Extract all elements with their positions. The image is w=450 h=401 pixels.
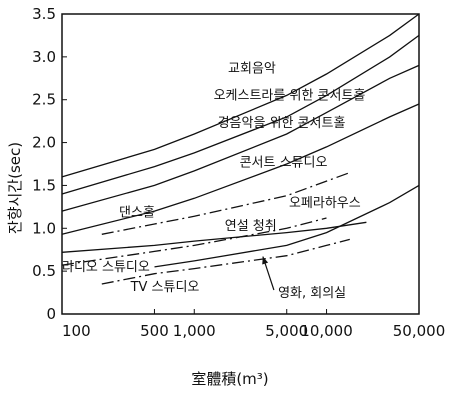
y-tick-label-0: 0: [46, 305, 56, 323]
curve-label-TV-스튜디오: TV 스튜디오: [130, 280, 200, 295]
series-line-TV-스튜디오: [101, 238, 350, 285]
y-axis-ticks: 0 0.5 1.0 1.5 2.0 2.5 3.0 3.5: [32, 5, 67, 323]
x-tick-label-10000: 10,000: [300, 322, 353, 340]
y-tick-label-3.0: 3.0: [32, 48, 56, 66]
curve-label-오페라하우스: 오페라하우스: [289, 196, 361, 211]
curve-label-영화,-회의실: 영화, 회의실: [278, 286, 346, 301]
arrow-head: [262, 256, 269, 265]
series-line-오페라하우스: [154, 184, 420, 268]
x-tick-label-50000: 50,000: [393, 322, 446, 340]
y-axis-title: 잔향시간(sec): [6, 142, 24, 234]
y-tick-label-2.5: 2.5: [32, 91, 56, 109]
x-axis-title: 室體積(m³): [191, 370, 268, 388]
series-line-콘서트-스튜디오: [61, 103, 420, 235]
y-tick-label-1.5: 1.5: [32, 176, 56, 194]
y-tick-label-2.0: 2.0: [32, 134, 56, 152]
x-tick-label-500: 500: [140, 322, 169, 340]
series-line-교회음악: [61, 13, 420, 178]
pointer-arrow: [262, 256, 275, 291]
curve-label-라디오-스튜디오: 라디오 스튜디오: [62, 260, 150, 275]
curve-label-교회음악: 교회음악: [228, 61, 276, 76]
x-tick-label-5000: 5,000: [265, 322, 308, 340]
curve-label-콘서트-스튜디오: 콘서트 스튜디오: [240, 156, 328, 171]
x-tick-label-100: 100: [62, 322, 91, 340]
series-line-댄스홀: [101, 171, 351, 235]
series-line-경음악을-위한-콘서트홀: [61, 64, 420, 212]
curve-label-경음악을-위한-콘서트홀: 경음악을 위한 콘서트홀: [218, 116, 346, 131]
y-tick-label-3.5: 3.5: [32, 5, 56, 23]
series-line-오케스트라를-위한-콘서트홀: [61, 34, 420, 195]
y-tick-label-0.5: 0.5: [32, 262, 56, 280]
y-tick-label-1.0: 1.0: [32, 219, 56, 237]
series-curves: [61, 13, 420, 285]
curve-label-연설-청취: 연설 청취: [225, 219, 277, 234]
series-line-연설-청취: [61, 221, 367, 253]
curve-label-댄스홀: 댄스홀: [119, 205, 155, 220]
series-line-라디오-스튜디오: [61, 217, 327, 266]
curve-label-오케스트라를-위한-콘서트홀: 오케스트라를 위한 콘서트홀: [214, 89, 366, 104]
x-tick-label-1000: 1,000: [173, 322, 216, 340]
plot-frame: [61, 13, 420, 315]
